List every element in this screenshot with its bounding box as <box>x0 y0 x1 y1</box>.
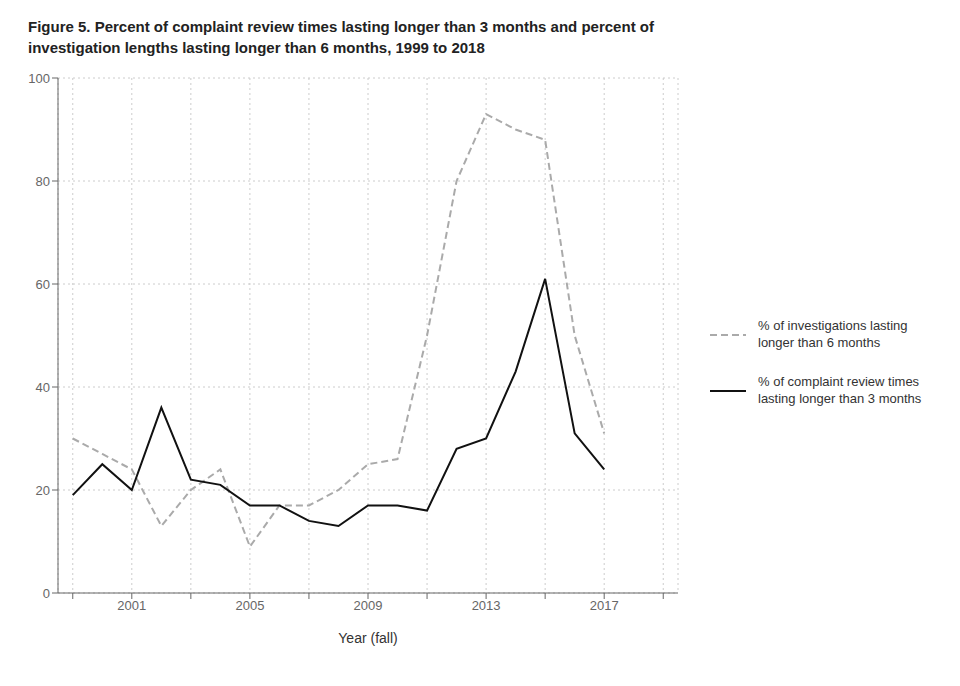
svg-text:2013: 2013 <box>472 598 501 613</box>
html-text:longer than 6 months: longer than 6 months <box>758 335 881 351</box>
html-text:investigation lengths lasting: investigation lengths lasting longer tha… <box>28 39 485 56</box>
html-text:% of investigations lasting: % of investigations lasting <box>758 318 908 334</box>
svg-text:40: 40 <box>36 380 50 395</box>
svg-text:0: 0 <box>43 586 50 601</box>
svg-text:2009: 2009 <box>354 598 383 613</box>
svg-text:2017: 2017 <box>590 598 619 613</box>
svg-text:2001: 2001 <box>117 598 146 613</box>
svg-text:2005: 2005 <box>235 598 264 613</box>
html-text:% of complaint review times: % of complaint review times <box>758 374 920 389</box>
svg-text:Year (fall): Year (fall) <box>338 630 397 646</box>
svg-text:60: 60 <box>36 277 50 292</box>
svg-text:100: 100 <box>28 71 50 86</box>
html-text:lasting longer than 3 months: lasting longer than 3 months <box>758 390 922 406</box>
svg-text:80: 80 <box>36 174 50 189</box>
html-text:Figure 5. Percent of complaint: Figure 5. Percent of complaint review ti… <box>28 18 654 35</box>
svg-text:20: 20 <box>36 483 50 498</box>
